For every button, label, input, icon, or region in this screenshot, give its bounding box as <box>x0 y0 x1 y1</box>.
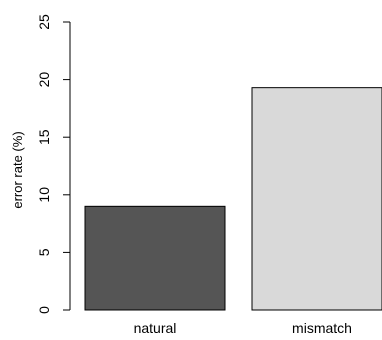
y-tick-label: 5 <box>36 248 52 256</box>
bars-layer <box>84 87 382 311</box>
bar-mismatch <box>251 87 382 311</box>
x-category-label: mismatch <box>292 320 352 336</box>
y-tick-label: 15 <box>36 129 52 145</box>
x-category-label: natural <box>134 320 177 336</box>
x-category-labels: natural mismatch <box>134 320 352 336</box>
y-tick-label: 20 <box>36 72 52 88</box>
y-tick-label: 10 <box>36 187 52 203</box>
y-axis-title: error rate (%) <box>10 131 25 208</box>
y-ticks: 0 5 10 15 20 25 <box>36 14 70 314</box>
y-tick-label: 0 <box>36 306 52 314</box>
bar-natural <box>84 205 226 311</box>
y-tick-label: 25 <box>36 14 52 30</box>
